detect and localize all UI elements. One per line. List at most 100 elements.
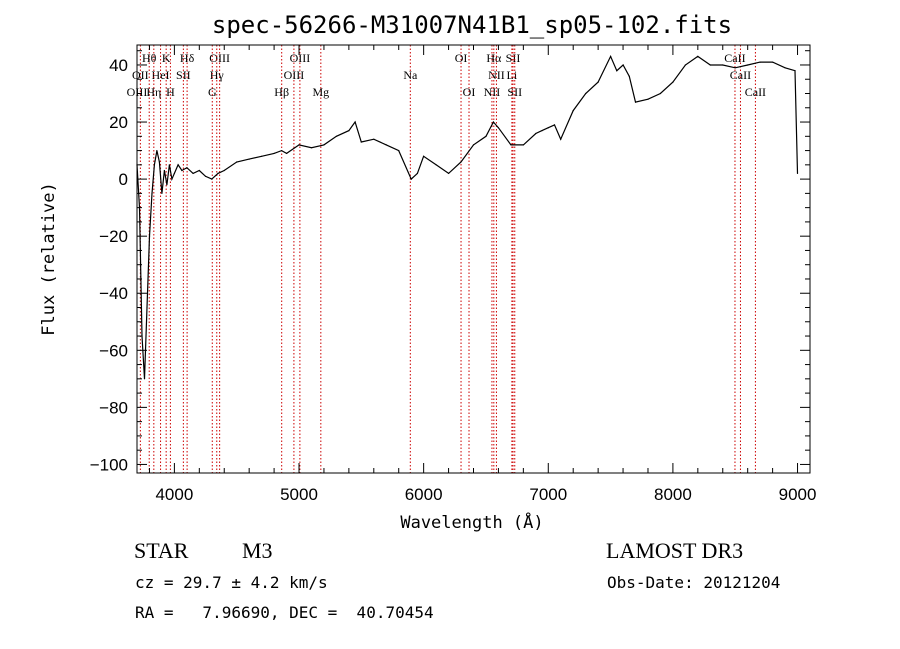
spectrum-point bbox=[398, 150, 400, 152]
spectrum-point bbox=[148, 235, 151, 237]
spectrum-point bbox=[772, 61, 774, 63]
spectrum-point bbox=[181, 169, 183, 172]
spectrum-point bbox=[572, 110, 574, 112]
spectral-line-label: OI bbox=[463, 85, 476, 99]
spectrum-point bbox=[448, 172, 450, 174]
spectral-line-label: SII bbox=[506, 51, 521, 65]
spectral-line-label: OI bbox=[455, 51, 468, 65]
spectrum-point bbox=[248, 158, 250, 160]
plot-frame bbox=[136, 44, 811, 474]
spectrum-point bbox=[211, 178, 213, 180]
survey-name: LAMOST DR3 bbox=[606, 538, 744, 563]
spectrum-point bbox=[659, 92, 662, 95]
y-tick-label: −40 bbox=[99, 284, 128, 303]
spectrum-point bbox=[747, 64, 749, 66]
spectrum-point bbox=[281, 150, 283, 152]
spectrum-point bbox=[223, 169, 225, 172]
spectrum-layer bbox=[136, 54, 799, 380]
spectral-line-label: Mg bbox=[312, 85, 329, 99]
spectrum-point bbox=[153, 164, 155, 166]
spectrum-point bbox=[510, 144, 512, 146]
y-tick-label: −60 bbox=[99, 341, 128, 360]
spectrum-point bbox=[610, 55, 612, 58]
spectrum-point bbox=[734, 67, 736, 69]
spectral-line-label: NII bbox=[488, 68, 505, 82]
spectrum-point bbox=[697, 55, 699, 58]
spectrum-point bbox=[323, 144, 325, 146]
spectrum-point bbox=[628, 75, 630, 77]
spectral-line-label: Hγ bbox=[210, 68, 225, 82]
spectrum-point bbox=[541, 130, 543, 132]
y-tick-label: 0 bbox=[119, 170, 128, 189]
y-axis-label: Flux (relative) bbox=[39, 182, 59, 336]
spectral-line-label: H bbox=[166, 85, 175, 99]
spectral-line-label: K bbox=[162, 51, 171, 65]
spectrum-point bbox=[298, 144, 300, 146]
spectral-line-label: CaII bbox=[745, 85, 766, 99]
redshift-cz: cz = 29.7 ± 4.2 km/s bbox=[135, 573, 328, 592]
spectrum-point bbox=[560, 138, 562, 140]
coordinates: RA = 7.96690, DEC = 40.70454 bbox=[135, 603, 434, 622]
spectral-line-label: OIII bbox=[209, 51, 230, 65]
x-tick-label: 5000 bbox=[280, 485, 318, 504]
spectral-lines-layer: Hθ K Hδ OIII OIII OI Hα SII CaII OII HeI SII Hγ OIII N… bbox=[127, 45, 766, 473]
spectral-line-label: Hα bbox=[486, 51, 502, 65]
spectrum-point bbox=[622, 64, 624, 66]
spectrum-point bbox=[335, 135, 337, 137]
spectral-line-label: SII bbox=[176, 68, 191, 82]
spectrum-point bbox=[143, 378, 146, 380]
spectrum-point bbox=[472, 144, 475, 146]
spectral-line-label: SII bbox=[507, 85, 522, 99]
spectral-line-label: Na bbox=[403, 68, 418, 82]
spectral-line-label: Li bbox=[507, 68, 518, 82]
x-tick-label: 7000 bbox=[529, 485, 567, 504]
spectral-line-label: CaII bbox=[730, 68, 751, 82]
spectrum-point bbox=[497, 127, 499, 129]
spectrum-point bbox=[158, 161, 160, 163]
spectrum-point bbox=[460, 161, 462, 163]
object-type: STAR bbox=[134, 538, 189, 563]
spectral-line-label: Hη bbox=[146, 85, 161, 99]
spectral-line-label: OII bbox=[132, 68, 149, 82]
spectrum-point bbox=[553, 124, 556, 126]
spectrum-point bbox=[535, 132, 537, 135]
spectrum-point bbox=[794, 70, 796, 72]
spectrum-point bbox=[759, 61, 761, 63]
spectrum-point bbox=[261, 155, 263, 157]
y-tick-label: −20 bbox=[99, 227, 128, 246]
spectrum-point bbox=[217, 172, 219, 174]
spectral-line-label: OIII bbox=[284, 68, 305, 82]
x-axis-label: Wavelength (Å) bbox=[400, 511, 543, 533]
x-tick-label: 8000 bbox=[654, 485, 692, 504]
spectrum-point bbox=[186, 167, 188, 169]
spectrum-point bbox=[547, 127, 549, 129]
y-tick-label: 20 bbox=[109, 113, 128, 132]
x-tick-label: 9000 bbox=[779, 485, 817, 504]
chart-title: spec-56266-M31007N41B1_sp05-102.fits bbox=[212, 11, 732, 39]
axis-ticks: 4000 5000 6000 7000 8000 9000 −100 −80 −60 −40 −20… bbox=[90, 45, 817, 504]
spectral-line-label: Hβ bbox=[274, 85, 289, 99]
spectrum-point bbox=[647, 98, 649, 100]
spectrum-point bbox=[435, 164, 437, 166]
spectrum-point bbox=[684, 64, 687, 66]
spectrum-point bbox=[166, 184, 168, 186]
spectrum-point bbox=[360, 141, 362, 143]
spectrum-point bbox=[198, 169, 200, 172]
spectrum-point bbox=[709, 64, 711, 66]
spectrum-point bbox=[585, 92, 587, 95]
spectrum-point bbox=[784, 67, 786, 69]
y-tick-label: 40 bbox=[109, 56, 128, 75]
spectrum-point bbox=[634, 101, 637, 103]
spectrum-point bbox=[273, 152, 275, 154]
spectrum-point bbox=[161, 192, 163, 194]
spectrum-series-line bbox=[136, 54, 799, 379]
spectrum-point bbox=[410, 178, 412, 180]
y-tick-label: −80 bbox=[99, 398, 128, 417]
obs-date: Obs-Date: 20121204 bbox=[607, 573, 781, 592]
spectrum-point bbox=[672, 81, 674, 83]
spectrum-point bbox=[151, 192, 153, 194]
spectrum-point bbox=[146, 306, 148, 309]
spectrum-point bbox=[373, 138, 375, 140]
spectrum-point bbox=[204, 175, 207, 177]
spectrum-point bbox=[423, 155, 425, 157]
